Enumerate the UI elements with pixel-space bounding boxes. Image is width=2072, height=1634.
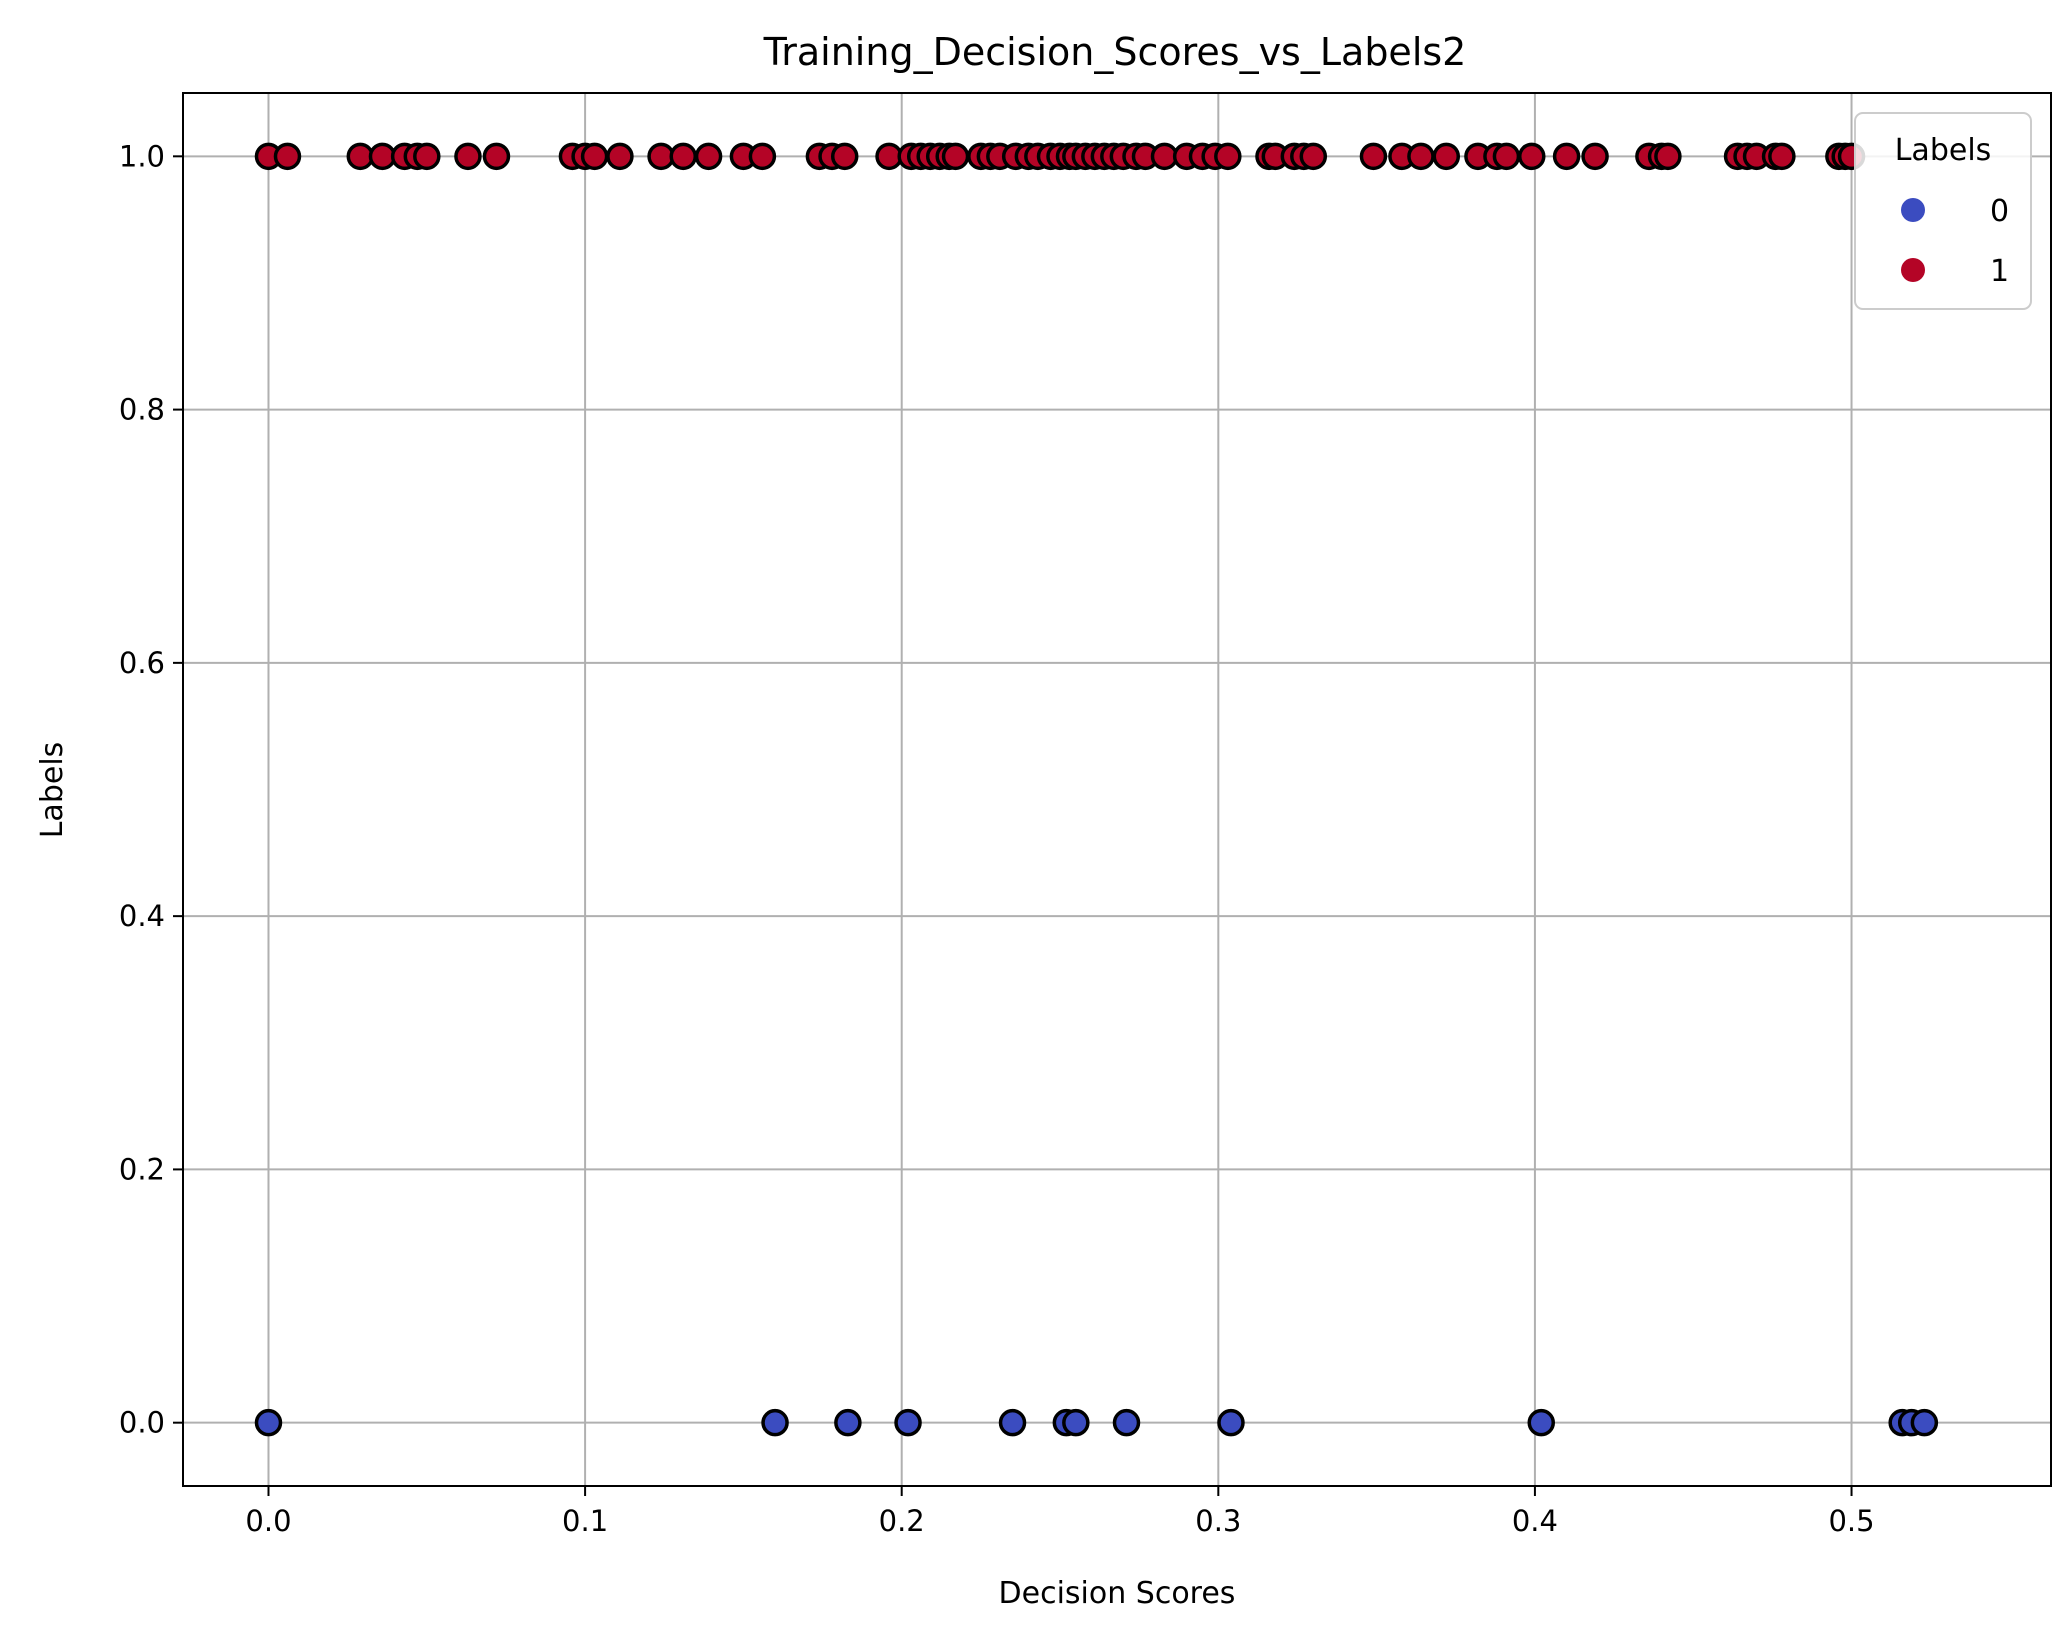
data-point-label-1 [1518, 142, 1546, 171]
data-point-label-0 [1217, 1408, 1245, 1437]
data-point-label-1 [606, 142, 634, 171]
data-point-label-0 [894, 1408, 922, 1437]
y-tick-label: 0.0 [119, 1406, 165, 1440]
data-point-label-0 [254, 1408, 283, 1437]
data-point-label-0 [1112, 1408, 1141, 1437]
data-point-label-1 [694, 142, 723, 171]
legend-marker-1 [1901, 258, 1925, 282]
legend-entries: 01 [1901, 194, 2009, 289]
data-point-label-1 [482, 142, 511, 171]
x-tick-label: 0.1 [562, 1504, 608, 1538]
data-point-label-1 [454, 142, 482, 171]
legend-title: Labels [1895, 133, 1992, 168]
axis-ticks: 0.0 0.1 0.2 0.3 0.4 0.5 0.0 0.2 0.4 0.6 0.8 1.0 [119, 139, 1875, 1538]
y-tick-label: 1.0 [119, 139, 165, 173]
chart-title: Training_Decision_Scores_vs_Labels2 [763, 30, 1467, 74]
x-axis-label: Decision Scores [999, 1576, 1236, 1611]
data-point-label-1 [1299, 142, 1328, 171]
legend-box [1854, 112, 2032, 310]
data-point-label-0 [761, 1408, 789, 1437]
data-point-label-1 [1581, 142, 1609, 171]
y-tick-label: 0.6 [119, 646, 165, 680]
data-point-label-1 [1492, 142, 1521, 171]
data-point-label-1 [830, 142, 859, 171]
data-point-label-1 [413, 142, 441, 171]
legend: Labels 01 [1854, 112, 2032, 310]
data-point-label-1 [580, 142, 609, 171]
data-point-label-1 [1768, 142, 1796, 171]
data-point-label-0 [1910, 1408, 1939, 1437]
plot-frame [182, 92, 2052, 1487]
y-tick-label: 0.2 [119, 1152, 165, 1186]
data-point-label-1 [748, 142, 777, 171]
data-point-label-1 [1214, 142, 1242, 171]
data-point-label-1 [1432, 142, 1461, 171]
data-point-label-0 [998, 1408, 1027, 1437]
data-point-label-0 [834, 1408, 862, 1437]
x-tick-label: 0.5 [1828, 1504, 1874, 1538]
data-point-label-1 [875, 142, 903, 171]
data-point-label-1 [346, 142, 375, 171]
x-tick-label: 0.0 [245, 1504, 291, 1538]
x-tick-label: 0.3 [1195, 1504, 1241, 1538]
x-tick-label: 0.2 [879, 1504, 925, 1538]
data-point-label-1 [1150, 142, 1179, 171]
y-axis-label: Labels [35, 742, 70, 839]
data-point-label-1 [941, 142, 970, 171]
x-tick-label: 0.4 [1512, 1504, 1558, 1538]
y-tick-label: 0.8 [119, 393, 165, 427]
data-point-label-1 [1552, 142, 1581, 171]
data-points [254, 142, 1939, 1437]
data-point-label-1 [647, 142, 675, 171]
data-point-label-0 [1527, 1408, 1556, 1437]
data-point-label-0 [1062, 1408, 1090, 1437]
data-point-label-1 [273, 142, 302, 171]
data-point-label-1 [1359, 142, 1388, 171]
legend-label-1: 1 [1990, 254, 2009, 289]
data-point-label-1 [1407, 142, 1435, 171]
legend-marker-0 [1901, 198, 1925, 222]
data-point-label-1 [669, 142, 697, 171]
y-tick-label: 0.4 [119, 899, 165, 933]
data-point-label-1 [1654, 142, 1682, 171]
data-point-label-1 [368, 142, 397, 171]
legend-label-0: 0 [1990, 194, 2009, 229]
